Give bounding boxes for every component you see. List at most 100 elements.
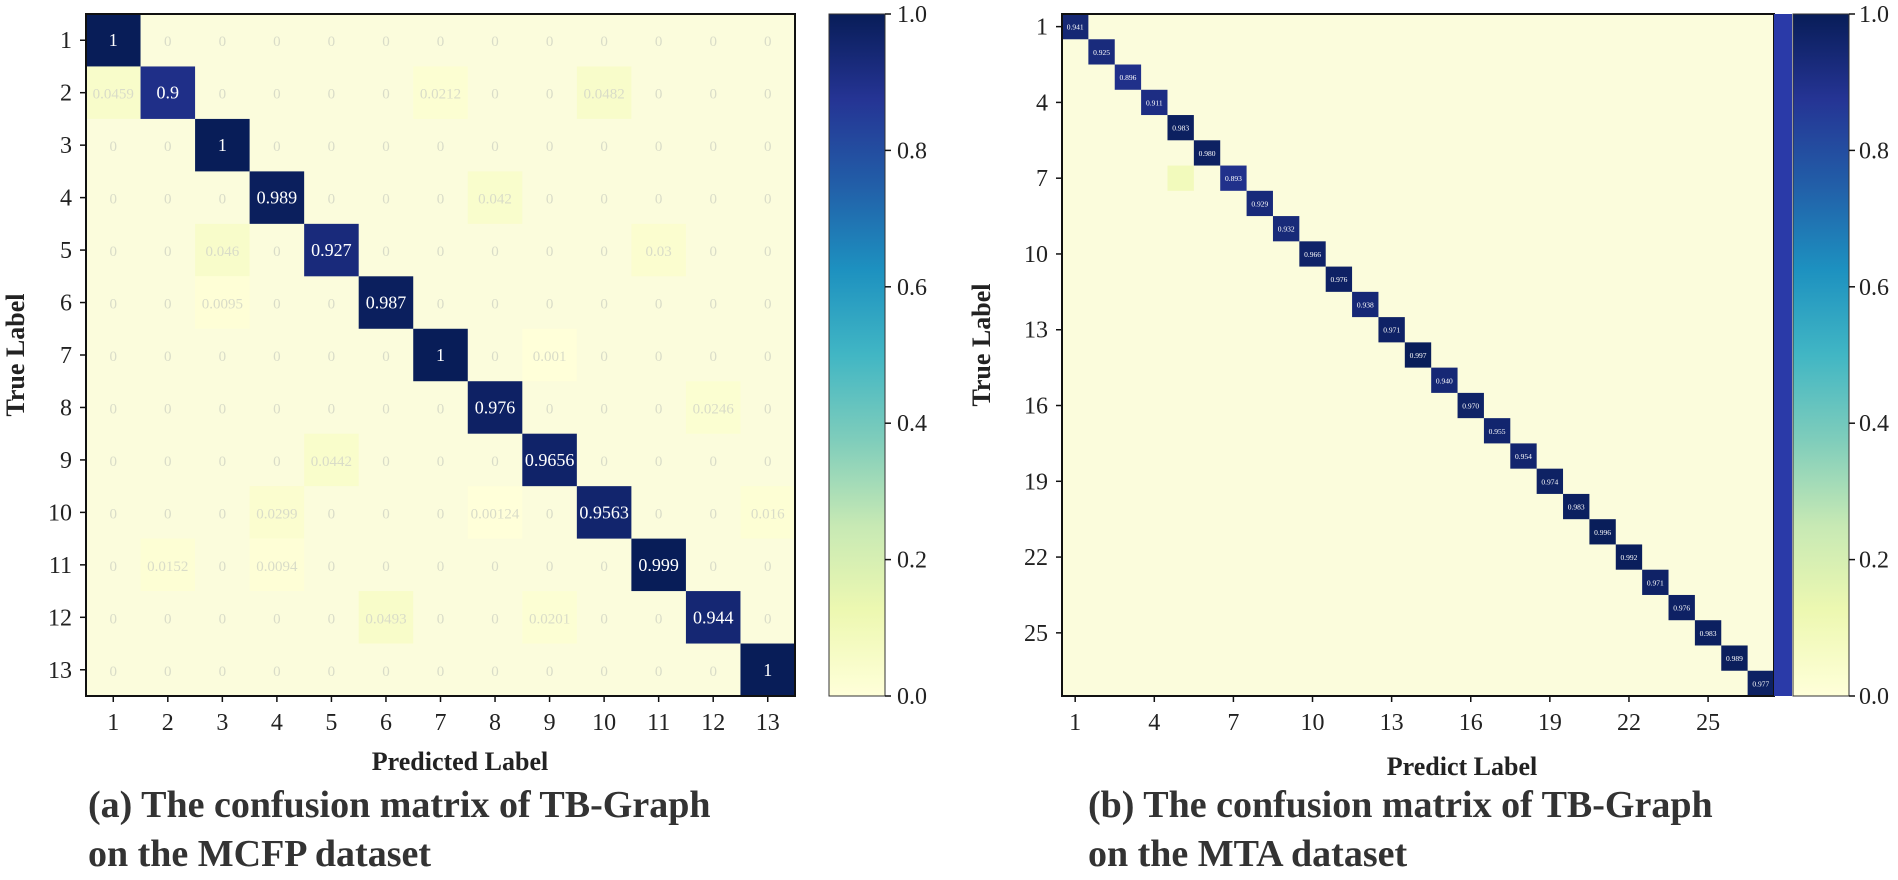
cell-a-label-7-7: 1 [436,345,445,365]
cell-a-label-8-10: 0 [600,401,608,417]
cell-a-label-6-11: 0 [655,297,663,313]
cell-a-label-6-9: 0 [546,297,554,313]
cell-a-label-5-8: 0 [491,244,499,260]
cell-a-label-8-12: 0.0246 [693,401,735,417]
cell-a-label-3-5: 0 [328,139,336,155]
cell-a-label-4-5: 0 [328,192,336,208]
cell-a-label-13-13: 1 [763,660,772,680]
cell-a-label-7-13: 0 [764,349,772,365]
heatmap-a-ylabel: True Label [1,293,30,416]
cell-a-label-8-5: 0 [328,401,336,417]
cell-a-label-12-3: 0 [219,611,227,627]
cell-a-label-7-11: 0 [655,349,663,365]
cell-b-diag-10 [1299,241,1326,267]
cell-a-label-7-1: 0 [110,349,118,365]
cell-a-label-6-1: 0 [110,297,118,313]
cell-a-10-13 [740,486,795,539]
cell-b-diag-21 [1589,519,1616,545]
cell-a-label-7-8: 0 [491,349,499,365]
cell-a-label-2-13: 0 [764,87,772,103]
cell-a-label-10-4: 0.0299 [256,506,297,522]
cell-a-label-9-11: 0 [655,454,663,470]
panel-b: 0.941 0.925 0.896 0.911 0.983 0.980 0.893 0.929… [967,2,1889,875]
colorbar-a-tick-label-0.2: 0.2 [897,548,927,574]
x-tick-label-a-11: 11 [647,710,670,736]
heatmap-b-side-strip [1774,14,1792,696]
heatmap-b-y-ticks: 1 4 7 10 13 16 19 22 25 [1024,15,1062,647]
cell-a-label-2-7: 0.0212 [420,87,461,103]
cell-a-label-12-1: 0 [110,611,118,627]
heatmap-b-cell-labels: 0.941 0.925 0.896 0.911 0.983 0.980 0.893 0.929… [1067,23,1770,689]
colorbar-b-tick-label-0.0: 0.0 [1859,684,1889,710]
cell-a-label-4-3: 0 [219,192,227,208]
cell-a-label-8-6: 0 [382,401,390,417]
cell-a-label-13-4: 0 [273,664,281,680]
cell-a-label-12-4: 0 [273,611,281,627]
cell-a-label-3-4: 0 [273,139,281,155]
heatmap-b-xlabel: Predict Label [1387,752,1537,781]
cell-a-9-9 [522,433,577,487]
cell-a-label-3-1: 0 [110,139,118,155]
cell-a-label-1-13: 0 [764,34,772,50]
cell-a-label-1-11: 0 [655,34,663,50]
cell-a-12-12 [685,591,741,644]
cell-a-label-9-3: 0 [219,454,227,470]
cell-a-label-13-1: 0 [110,664,118,680]
cell-a-label-4-4: 0.989 [257,188,298,208]
cell-a-label-13-3: 0 [219,664,227,680]
x-tick-label-a-2: 2 [162,710,174,736]
cell-a-label-6-2: 0 [164,297,172,313]
cell-a-label-3-6: 0 [382,139,390,155]
cell-a-label-10-3: 0 [219,506,227,522]
cell-a-label-11-1: 0 [110,559,118,575]
x-tick-label-b-7: 7 [1227,710,1239,736]
cell-a-label-6-3: 0.0095 [202,297,243,313]
cell-b-7-5 [1167,165,1194,191]
cell-a-label-11-4: 0.0094 [256,559,298,575]
cell-b-diag-label-9: 0.932 [1278,225,1295,234]
y-tick-label-b-16: 16 [1024,394,1048,420]
cell-b-diag-8 [1246,190,1273,217]
cell-a-6-6 [358,276,414,329]
cell-b-diag-18 [1510,443,1537,469]
cell-b-diag-24 [1668,594,1695,621]
cell-b-diag-label-3: 0.896 [1119,73,1136,82]
cell-b-diag-label-18: 0.954 [1515,452,1532,461]
cell-a-8-8 [467,381,523,434]
cell-a-label-1-3: 0 [219,34,227,50]
cell-a-2-10 [576,66,632,119]
cell-a-label-5-9: 0 [546,244,554,260]
cell-a-4-8 [467,171,523,224]
cell-a-label-11-5: 0 [328,559,336,575]
x-tick-label-a-12: 12 [701,710,725,736]
cell-a-label-5-3: 0.046 [205,244,239,260]
cell-a-label-4-10: 0 [600,192,608,208]
cell-a-label-12-7: 0 [437,611,445,627]
cell-a-label-10-5: 0 [328,506,336,522]
cell-a-5-11 [631,223,686,277]
cell-a-label-10-12: 0 [709,506,717,522]
cell-a-label-10-1: 0 [110,506,118,522]
cell-a-label-1-1: 1 [109,30,118,50]
cell-a-label-6-5: 0 [328,297,336,313]
cell-b-diag-label-25: 0.983 [1700,629,1717,638]
x-tick-label-b-16: 16 [1459,710,1483,736]
cell-a-label-8-4: 0 [273,401,281,417]
cell-a-label-4-2: 0 [164,192,172,208]
cell-a-label-6-4: 0 [273,297,281,313]
cell-b-diag-label-15: 0.940 [1436,376,1453,385]
cell-a-4-4 [249,171,305,224]
cell-b-diag-label-19: 0.974 [1541,477,1558,486]
y-tick-label-b-22: 22 [1024,545,1048,571]
y-tick-label-a-5: 5 [60,238,72,264]
cell-a-label-13-8: 0 [491,664,499,680]
cell-a-label-9-5: 0.0442 [311,454,352,470]
cell-a-label-5-1: 0 [110,244,118,260]
cell-a-label-3-8: 0 [491,139,499,155]
heatmap-b-cells [1062,14,1774,696]
cell-a-label-11-12: 0 [709,559,717,575]
cell-a-label-9-6: 0 [382,454,390,470]
cell-a-label-2-6: 0 [382,87,390,103]
y-tick-label-a-8: 8 [60,395,72,421]
